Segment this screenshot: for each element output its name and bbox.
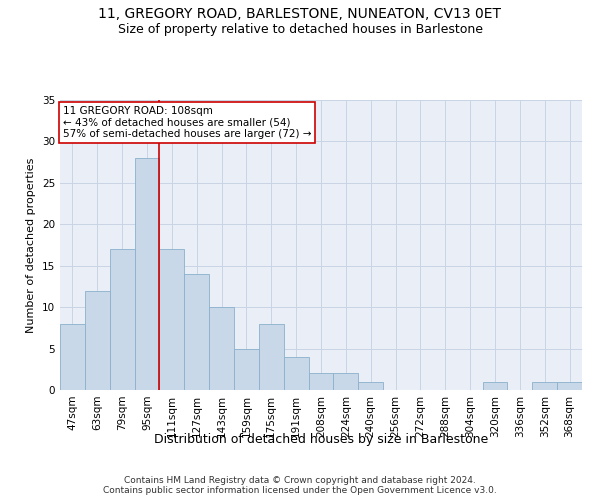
Bar bbox=[308, 374, 334, 390]
Bar bbox=[259, 324, 284, 390]
Bar bbox=[60, 324, 85, 390]
Text: 11 GREGORY ROAD: 108sqm
← 43% of detached houses are smaller (54)
57% of semi-de: 11 GREGORY ROAD: 108sqm ← 43% of detache… bbox=[62, 106, 311, 139]
Bar bbox=[85, 290, 110, 390]
Bar bbox=[110, 249, 134, 390]
Text: Contains HM Land Registry data © Crown copyright and database right 2024.
Contai: Contains HM Land Registry data © Crown c… bbox=[103, 476, 497, 495]
Bar bbox=[209, 307, 234, 390]
Text: Size of property relative to detached houses in Barlestone: Size of property relative to detached ho… bbox=[118, 22, 482, 36]
Text: 11, GREGORY ROAD, BARLESTONE, NUNEATON, CV13 0ET: 11, GREGORY ROAD, BARLESTONE, NUNEATON, … bbox=[98, 8, 502, 22]
Text: Distribution of detached houses by size in Barlestone: Distribution of detached houses by size … bbox=[154, 432, 488, 446]
Bar bbox=[284, 357, 308, 390]
Bar bbox=[532, 382, 557, 390]
Bar bbox=[184, 274, 209, 390]
Bar bbox=[334, 374, 358, 390]
Bar bbox=[234, 348, 259, 390]
Bar bbox=[482, 382, 508, 390]
Bar bbox=[160, 249, 184, 390]
Bar bbox=[358, 382, 383, 390]
Bar bbox=[557, 382, 582, 390]
Bar bbox=[134, 158, 160, 390]
Y-axis label: Number of detached properties: Number of detached properties bbox=[26, 158, 37, 332]
